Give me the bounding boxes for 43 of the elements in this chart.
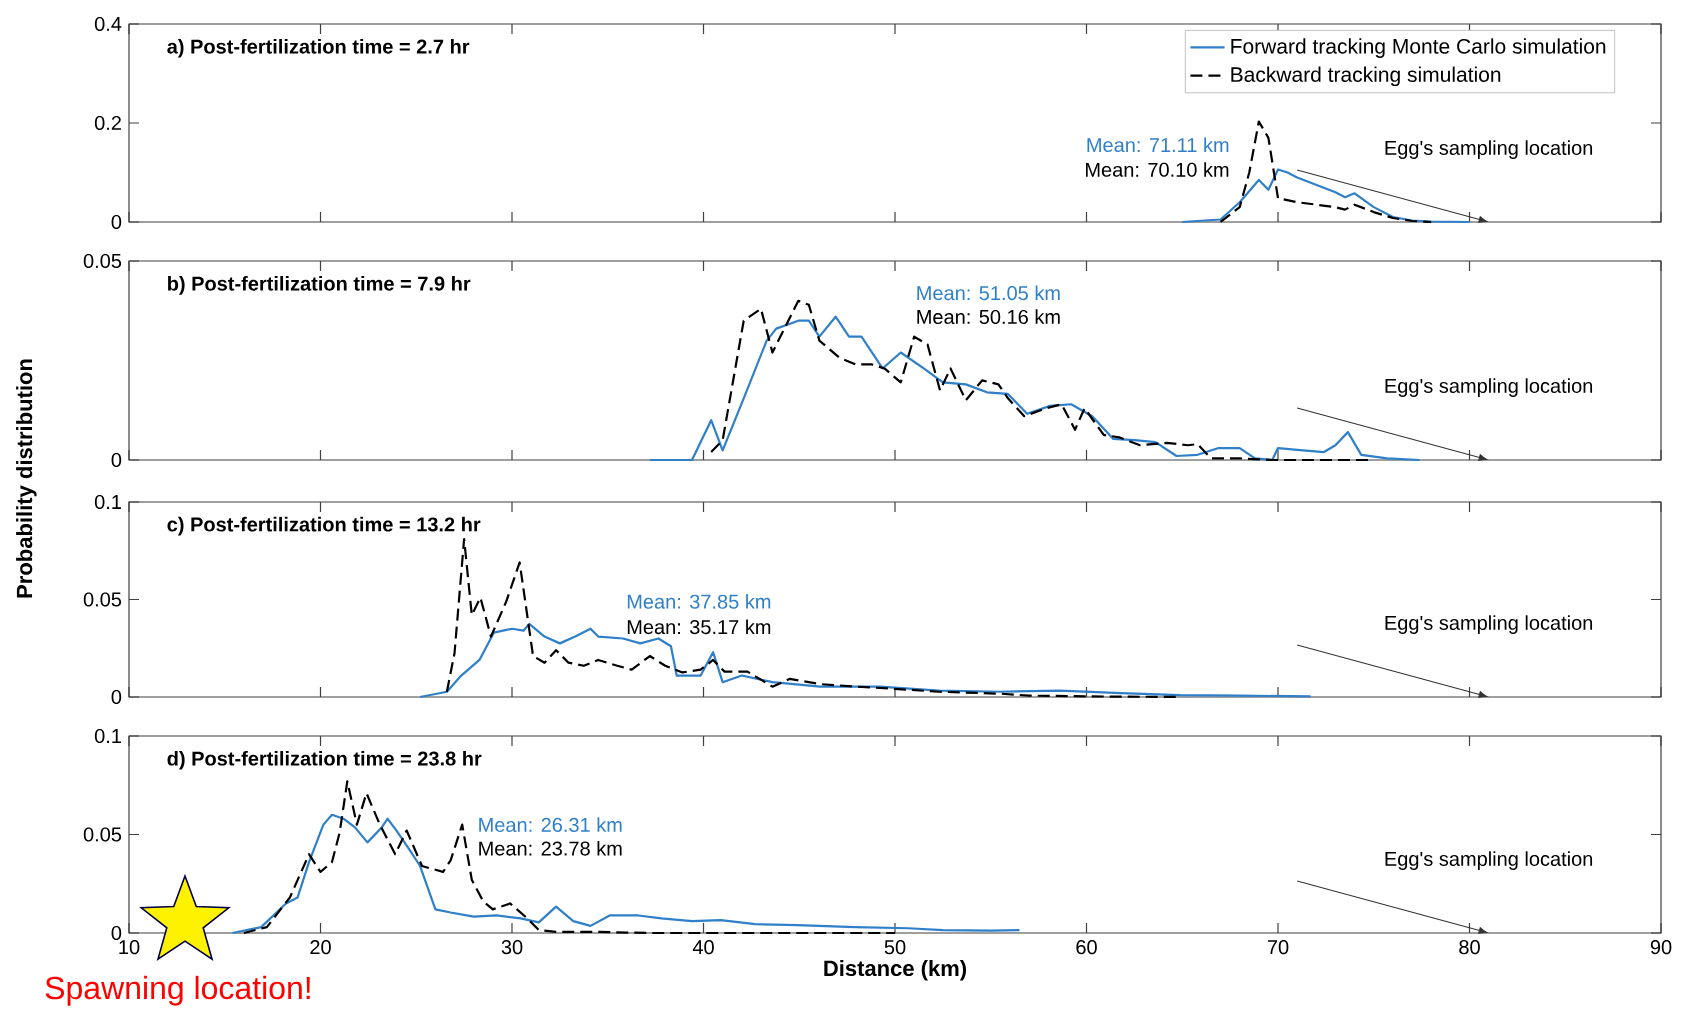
y-tick-label: 0.1 [94,494,121,510]
annotation: Mean: 51.05 km [917,285,1060,301]
x-tick-label: 10 [119,940,140,955]
text: c) Post-fertilization time = 13.2 hr [167,516,481,536]
annotation: Mean: 35.17 km [627,619,771,635]
y-tick-label: 0 [111,214,122,230]
line-series [231,813,1021,935]
y-tick-label: 0.2 [94,115,121,131]
annotation: Mean: 37.85 km [627,594,771,609]
x-tick-label: 70 [1267,940,1289,955]
y-axis-title: Probability distribution [16,359,37,598]
annotation: Egg's sampling location [1385,851,1593,870]
annotation: Mean: 70.10 km [1086,162,1229,177]
x-tick-label: 40 [692,940,714,955]
x-axis-title: Distance (km) [824,959,967,981]
y-tick-label: 0.4 [94,16,122,32]
text: a) Post-fertilization time = 2.7 hr [167,38,470,58]
y-tick-label: 0 [111,689,122,705]
x-tick-label: 50 [884,940,906,955]
annotation: Egg's sampling location [1385,140,1593,159]
legend-label: Forward tracking Monte Carlo simulation [1231,38,1606,58]
y-tick-label: 0 [111,452,122,468]
x-tick-label: 30 [501,940,523,955]
annotation: Mean: 26.31 km [479,817,622,832]
annotation: Mean: 50.16 km [917,309,1060,325]
text: b) Post-fertilization time = 7.9 hr [168,276,471,295]
annotation: Mean: 71.11 km [1087,137,1229,153]
annotation: Mean: 23.78 km [479,840,622,856]
x-tick-label: 20 [310,940,331,955]
annotation: Egg's sampling location [1385,615,1593,634]
y-tick-label: 0 [111,925,122,941]
x-tick-label: 60 [1076,940,1097,955]
y-tick-label: 0.1 [94,728,121,744]
x-tick-label: 90 [1650,940,1672,955]
line-series [242,780,897,935]
y-tick-label: 0.05 [83,592,122,607]
annotation: Egg's sampling location [1385,378,1593,397]
y-tick-label: 0.05 [83,253,122,269]
text: Spawning location! [45,975,310,1006]
legend-label: Backward tracking simulation [1231,66,1501,87]
y-tick-label: 0.05 [83,827,122,842]
text: d) Post-fertilization time = 23.8 hr [167,750,482,770]
x-tick-label: 80 [1459,940,1480,955]
